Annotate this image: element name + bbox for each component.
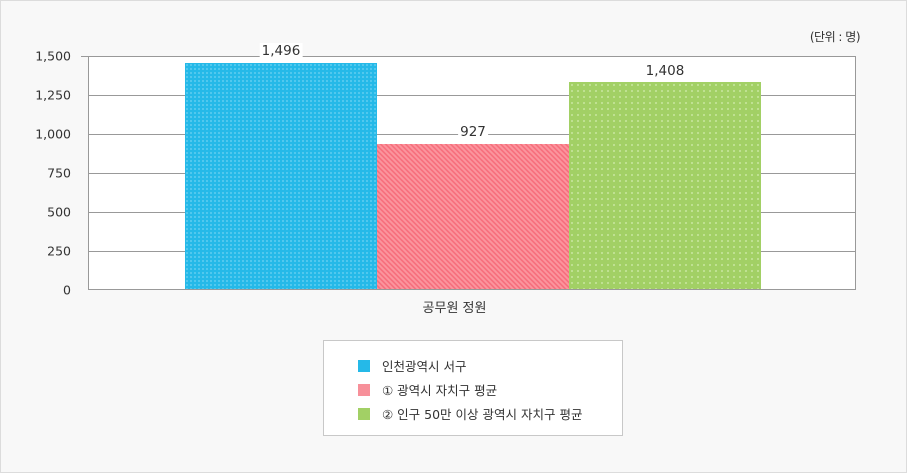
bar-incheon-seogu[interactable] <box>185 63 377 289</box>
y-tick-label: 1,500 <box>35 48 71 64</box>
bar-metro-district-average[interactable] <box>377 144 569 289</box>
x-axis-label: 공무원 정원 <box>422 301 487 316</box>
bar-value-label: 1,496 <box>259 43 303 59</box>
legend-swatch-blue <box>358 359 370 372</box>
bar-value-label: 927 <box>458 124 488 140</box>
bar-value-label: 1,408 <box>645 63 685 79</box>
bar-500k-metro-district-average[interactable] <box>569 82 761 289</box>
legend-swatch-pink <box>358 383 370 396</box>
y-tick-label: 500 <box>47 204 71 220</box>
plot-area <box>88 56 856 290</box>
legend-label: 인천광역시 서구 <box>382 359 467 374</box>
unit-label: (단위 : 명) <box>809 30 861 44</box>
legend-item: ① 광역시 자치구 평균 <box>358 380 497 399</box>
legend: 인천광역시 서구 ① 광역시 자치구 평균 ② 인구 50만 이상 광역시 자치… <box>323 340 623 436</box>
y-tick-label: 250 <box>47 243 71 259</box>
legend-item: 인천광역시 서구 <box>358 356 466 375</box>
legend-item: ② 인구 50만 이상 광역시 자치구 평균 <box>358 404 582 423</box>
y-tick-label: 0 <box>63 282 71 298</box>
grid-line <box>89 94 855 96</box>
y-tick-label: 1,000 <box>35 126 71 142</box>
legend-label: ① 광역시 자치구 평균 <box>382 383 498 398</box>
legend-label: ② 인구 50만 이상 광역시 자치구 평균 <box>382 407 583 422</box>
y-tick-label: 750 <box>47 165 71 181</box>
y-tick-mark <box>81 56 88 57</box>
legend-swatch-green <box>358 407 370 420</box>
y-tick-label: 1,250 <box>35 87 71 103</box>
